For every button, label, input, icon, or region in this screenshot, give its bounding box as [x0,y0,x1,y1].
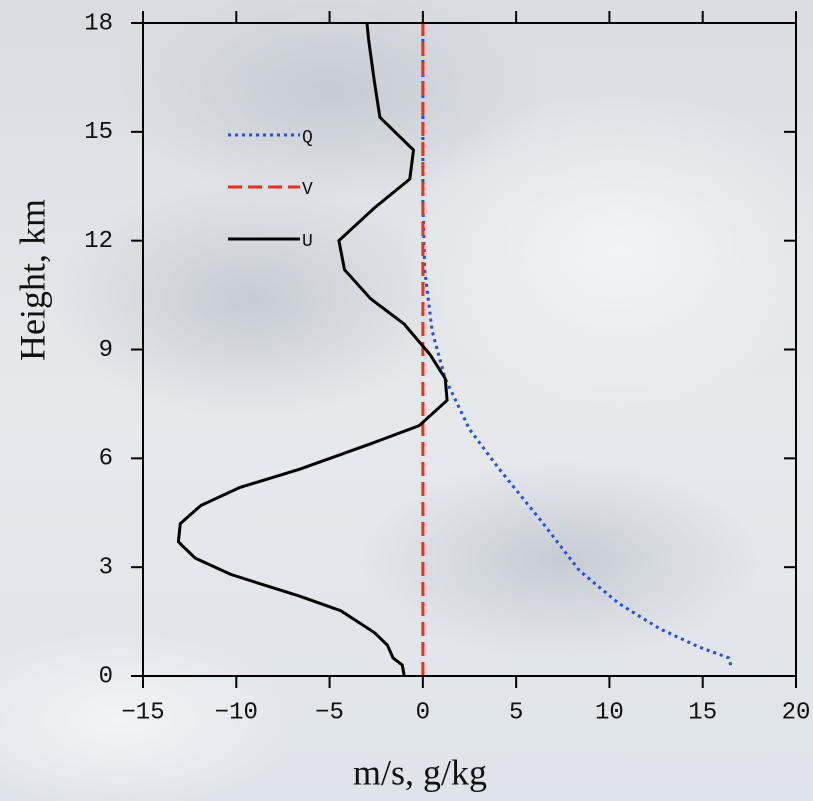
cloud [50,180,450,420]
cloud [0,630,300,801]
x-tick-label: 20 [782,699,811,726]
plot-area: Q V U −15 −10 −5 0 5 10 15 20 0 3 6 9 12 15 18 [84,10,810,726]
x-tick-label: 15 [688,699,717,726]
legend-label: Q [302,128,313,148]
y-tick-label: 9 [99,337,113,364]
legend-label: U [302,232,313,252]
cloud [400,90,813,410]
x-tick-label: −10 [215,699,258,726]
y-tick-label: 6 [99,446,113,473]
y-tick-label: 18 [84,10,113,37]
x-tick-label: 5 [509,699,523,726]
x-tick-label: −15 [121,699,164,726]
y-tick-label: 0 [99,663,113,690]
cloud [360,460,760,660]
x-tick-label: −5 [315,699,344,726]
y-axis-label: Height, km [12,199,52,361]
y-tick-label: 15 [84,119,113,146]
x-axis-label: m/s, g/kg [353,752,487,792]
x-tick-label: 10 [595,699,624,726]
x-tick-label: 0 [416,699,430,726]
cloud [110,0,550,200]
series-line [176,22,449,677]
y-tick-label: 12 [84,228,113,255]
legend-label: V [302,180,313,200]
y-tick-label: 3 [99,555,113,582]
